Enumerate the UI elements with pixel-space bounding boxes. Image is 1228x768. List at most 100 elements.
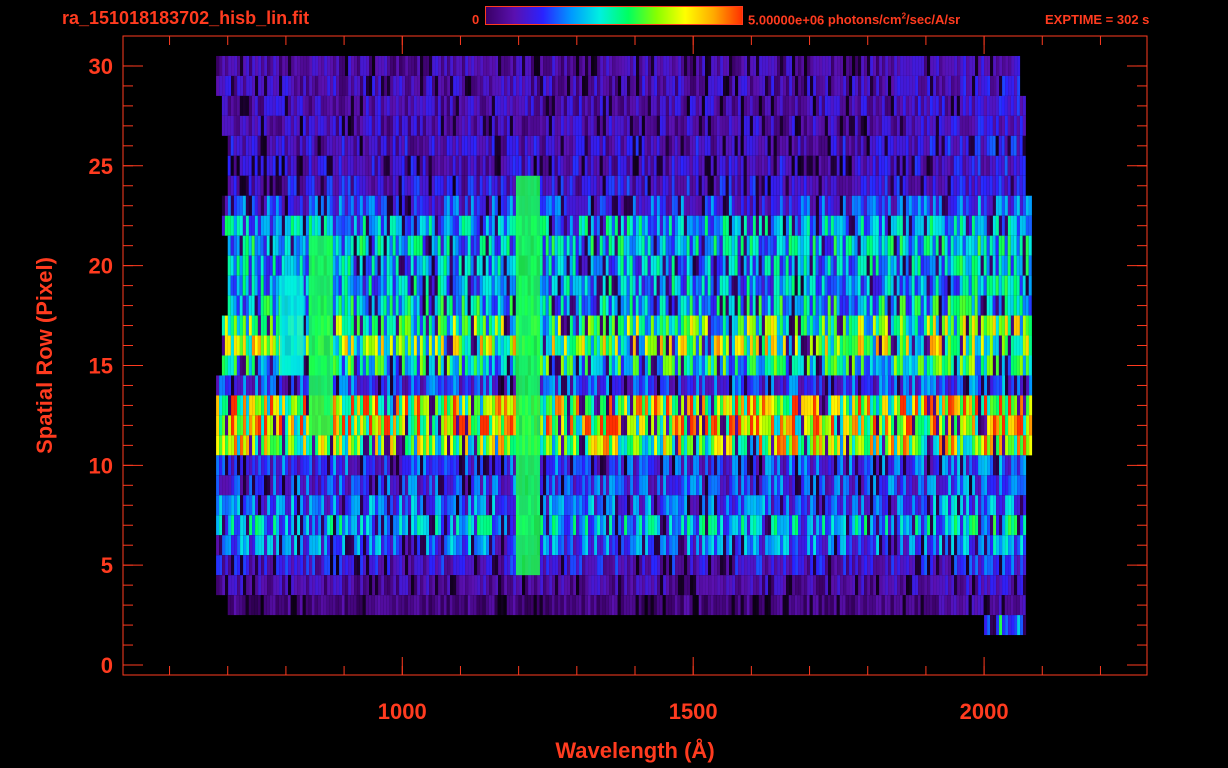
heatmap-cell	[621, 55, 625, 76]
heatmap-cell	[867, 375, 871, 396]
heatmap-cell	[275, 275, 279, 296]
heatmap-cell	[636, 395, 640, 416]
heatmap-cell	[836, 175, 840, 196]
heatmap-cell	[969, 375, 973, 396]
heatmap-cell	[809, 195, 813, 216]
heatmap-cell	[1022, 295, 1026, 316]
heatmap-cell	[359, 315, 363, 336]
heatmap-cell	[1005, 75, 1009, 96]
heatmap-cell	[239, 115, 243, 136]
heatmap-cell	[990, 75, 994, 96]
heatmap-cell	[590, 155, 594, 176]
heatmap-cell	[1004, 155, 1008, 176]
heatmap-cell	[966, 55, 970, 76]
heatmap-cell	[740, 235, 744, 256]
heatmap-cell	[437, 335, 441, 356]
heatmap-cell	[524, 115, 528, 136]
heatmap-cell	[740, 115, 744, 136]
heatmap-cell	[899, 295, 903, 316]
heatmap-cell	[332, 135, 336, 156]
heatmap-cell	[446, 295, 450, 316]
heatmap-cell	[399, 55, 403, 76]
heatmap-cell	[623, 155, 627, 176]
heatmap-cell	[344, 335, 348, 356]
heatmap-cell	[258, 415, 262, 436]
heatmap-cell	[665, 195, 669, 216]
heatmap-cell	[1016, 95, 1020, 116]
heatmap-cell	[638, 335, 642, 356]
heatmap-cell	[573, 75, 577, 96]
heatmap-cell	[308, 115, 312, 136]
heatmap-cell	[986, 255, 990, 276]
heatmap-cell	[843, 395, 847, 416]
heatmap-cell	[479, 155, 483, 176]
heatmap-cell	[968, 155, 972, 176]
heatmap-cell	[917, 115, 921, 136]
heatmap-cell	[390, 375, 394, 396]
heatmap-cell	[755, 335, 759, 356]
heatmap-cell	[290, 235, 294, 256]
heatmap-cell	[339, 75, 343, 96]
heatmap-row-25	[227, 155, 1026, 176]
heatmap-cell	[359, 95, 363, 116]
heatmap-cell	[410, 155, 414, 176]
heatmap-cell	[243, 75, 247, 96]
heatmap-cell	[638, 315, 642, 336]
heatmap-cell	[486, 375, 490, 396]
heatmap-cell	[659, 295, 663, 316]
heatmap-cell	[309, 55, 313, 76]
heatmap-cell	[887, 115, 891, 136]
heatmap-cell	[656, 95, 660, 116]
heatmap-cell	[407, 275, 411, 296]
heatmap-cell	[878, 255, 882, 276]
heatmap-cell	[530, 155, 534, 176]
heatmap-cell	[593, 95, 597, 116]
heatmap-cell	[770, 255, 774, 276]
heatmap-cell	[692, 295, 696, 316]
heatmap-cell	[701, 215, 705, 236]
heatmap-cell	[996, 395, 1000, 416]
heatmap-cell	[477, 415, 481, 436]
heatmap-cell	[494, 155, 498, 176]
heatmap-cell	[938, 255, 942, 276]
heatmap-cell	[569, 355, 573, 376]
heatmap-cell	[447, 375, 451, 396]
heatmap-cell	[383, 315, 387, 336]
heatmap-cell	[449, 115, 453, 136]
heatmap-cell	[921, 55, 925, 76]
heatmap-cell	[266, 95, 270, 116]
heatmap-cell	[276, 55, 280, 76]
heatmap-cell	[600, 395, 604, 416]
heatmap-cell	[452, 355, 456, 376]
heatmap-cell	[422, 155, 426, 176]
heatmap-cell	[917, 275, 921, 296]
heatmap-cell	[563, 175, 567, 196]
heatmap-cell	[248, 235, 252, 256]
heatmap-cell	[947, 275, 951, 296]
heatmap-cell	[953, 315, 957, 336]
heatmap-cell	[608, 195, 612, 216]
heatmap-cell	[593, 195, 597, 216]
heatmap-cell	[929, 235, 933, 256]
heatmap-cell	[851, 315, 855, 336]
heatmap-cell	[674, 255, 678, 276]
heatmap-cell	[894, 75, 898, 96]
heatmap-cell	[848, 135, 852, 156]
heatmap-cell	[956, 315, 960, 336]
heatmap-cell	[440, 315, 444, 336]
heatmap-cell	[558, 75, 562, 96]
heatmap-cell	[1001, 155, 1005, 176]
heatmap-cell	[546, 55, 550, 76]
heatmap-cell	[749, 175, 753, 196]
heatmap-cell	[488, 315, 492, 336]
heatmap-cell	[914, 195, 918, 216]
colorbar-min-label: 0	[472, 12, 480, 27]
heatmap-cell	[962, 135, 966, 156]
heatmap-cell	[1001, 335, 1005, 356]
heatmap-cell	[896, 115, 900, 136]
heatmap-cell	[1007, 155, 1011, 176]
heatmap-cell	[855, 395, 859, 416]
heatmap-cell	[731, 215, 735, 236]
heatmap-cell	[620, 155, 624, 176]
heatmap-cell	[591, 375, 595, 396]
